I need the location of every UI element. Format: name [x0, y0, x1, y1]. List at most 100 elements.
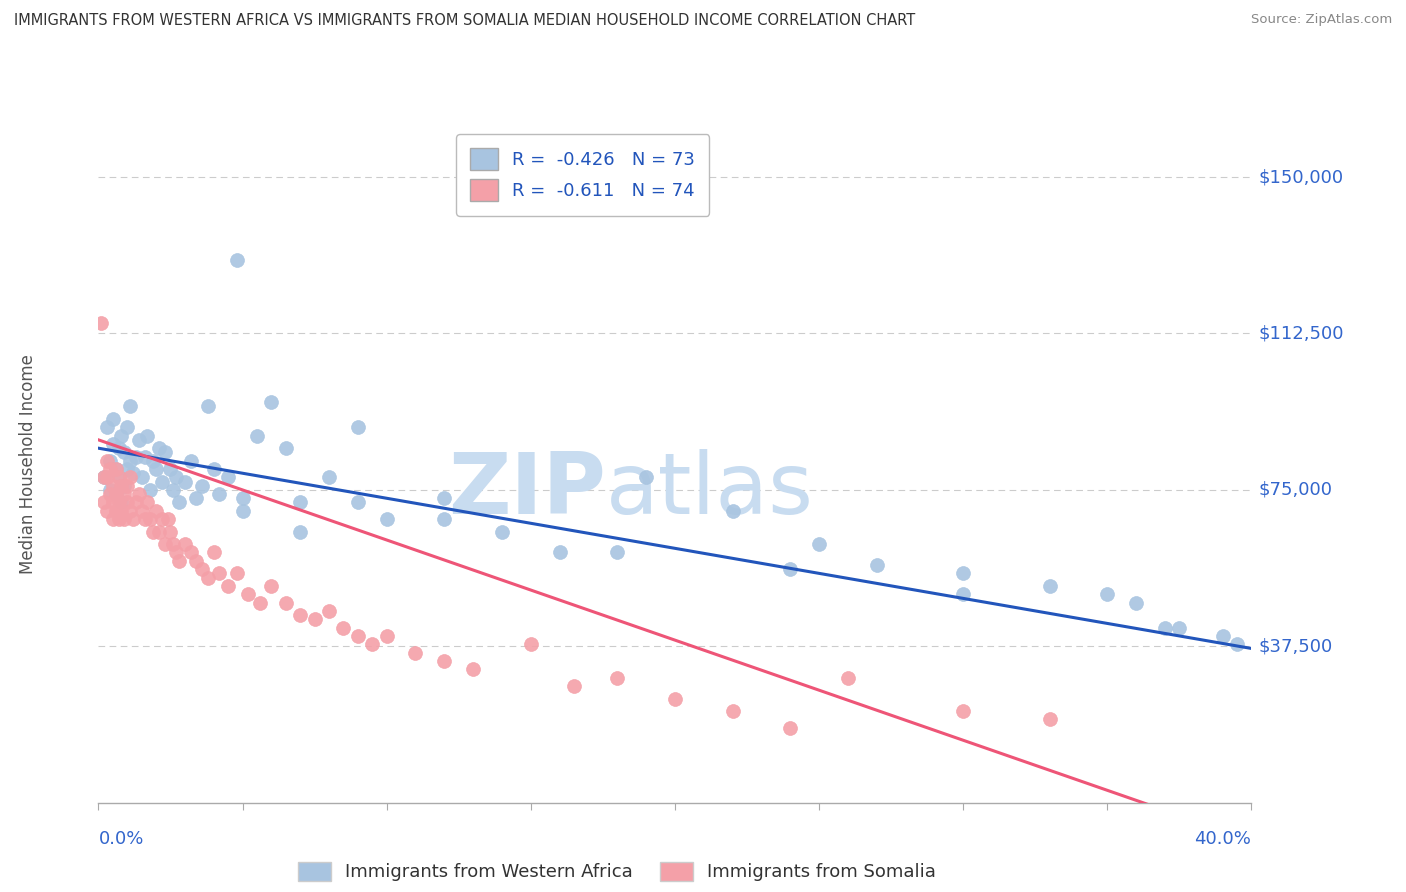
Point — [104, 462, 127, 476]
Point — [107, 470, 129, 484]
Point — [93, 470, 115, 484]
Point — [361, 637, 384, 651]
Point — [110, 479, 132, 493]
Point — [866, 558, 889, 572]
Point — [332, 621, 354, 635]
Point — [145, 462, 167, 476]
Text: ZIP: ZIP — [449, 450, 606, 533]
Point — [290, 608, 312, 623]
Point — [104, 462, 127, 476]
Text: $150,000: $150,000 — [1258, 168, 1344, 186]
Point — [318, 604, 340, 618]
Point — [162, 483, 184, 497]
Point — [346, 420, 368, 434]
Point — [217, 579, 239, 593]
Point — [837, 671, 859, 685]
Point — [217, 470, 239, 484]
Point — [225, 253, 247, 268]
Point — [131, 504, 153, 518]
Point — [1125, 596, 1147, 610]
Point — [807, 537, 830, 551]
Point — [93, 470, 115, 484]
Point — [159, 462, 181, 476]
Point — [562, 679, 585, 693]
Point — [520, 637, 543, 651]
Point — [153, 537, 176, 551]
Point — [112, 487, 135, 501]
Point — [197, 570, 219, 584]
Point — [101, 495, 124, 509]
Point — [145, 504, 167, 518]
Point — [165, 545, 187, 559]
Text: $75,000: $75,000 — [1258, 481, 1333, 499]
Point — [93, 495, 115, 509]
Point — [1038, 712, 1062, 726]
Point — [433, 512, 456, 526]
Point — [274, 596, 297, 610]
Point — [346, 495, 368, 509]
Point — [1038, 579, 1062, 593]
Point — [174, 475, 197, 489]
Point — [104, 487, 127, 501]
Point — [112, 445, 135, 459]
Point — [167, 495, 190, 509]
Point — [112, 479, 135, 493]
Point — [98, 483, 121, 497]
Point — [346, 629, 368, 643]
Point — [142, 524, 165, 539]
Point — [548, 545, 571, 559]
Point — [491, 524, 513, 539]
Point — [117, 420, 138, 434]
Point — [304, 612, 326, 626]
Point — [101, 412, 124, 426]
Point — [128, 433, 150, 447]
Point — [779, 562, 801, 576]
Point — [128, 487, 150, 501]
Point — [246, 428, 269, 442]
Point — [225, 566, 247, 581]
Point — [290, 495, 312, 509]
Point — [375, 629, 398, 643]
Point — [165, 470, 187, 484]
Point — [191, 479, 214, 493]
Point — [125, 495, 148, 509]
Point — [186, 491, 208, 506]
Point — [186, 554, 208, 568]
Text: 40.0%: 40.0% — [1195, 830, 1251, 847]
Point — [197, 400, 219, 414]
Point — [433, 654, 456, 668]
Point — [606, 671, 628, 685]
Point — [952, 566, 974, 581]
Point — [721, 504, 744, 518]
Point — [405, 646, 427, 660]
Point — [153, 445, 176, 459]
Point — [606, 545, 628, 559]
Point — [636, 470, 658, 484]
Point — [150, 475, 173, 489]
Point — [96, 453, 118, 467]
Point — [136, 495, 159, 509]
Point — [180, 545, 202, 559]
Point — [120, 504, 142, 518]
Point — [134, 512, 156, 526]
Point — [112, 512, 135, 526]
Point — [142, 453, 165, 467]
Point — [120, 470, 142, 484]
Point — [117, 462, 138, 476]
Point — [461, 662, 484, 676]
Text: Source: ZipAtlas.com: Source: ZipAtlas.com — [1251, 13, 1392, 27]
Point — [125, 450, 148, 464]
Point — [1212, 629, 1234, 643]
Point — [110, 495, 132, 509]
Point — [98, 453, 121, 467]
Point — [375, 512, 398, 526]
Point — [1168, 621, 1191, 635]
Point — [952, 587, 974, 601]
Point — [162, 537, 184, 551]
Point — [104, 487, 127, 501]
Point — [1226, 637, 1249, 651]
Point — [208, 487, 231, 501]
Point — [136, 428, 159, 442]
Point — [134, 450, 156, 464]
Point — [131, 470, 153, 484]
